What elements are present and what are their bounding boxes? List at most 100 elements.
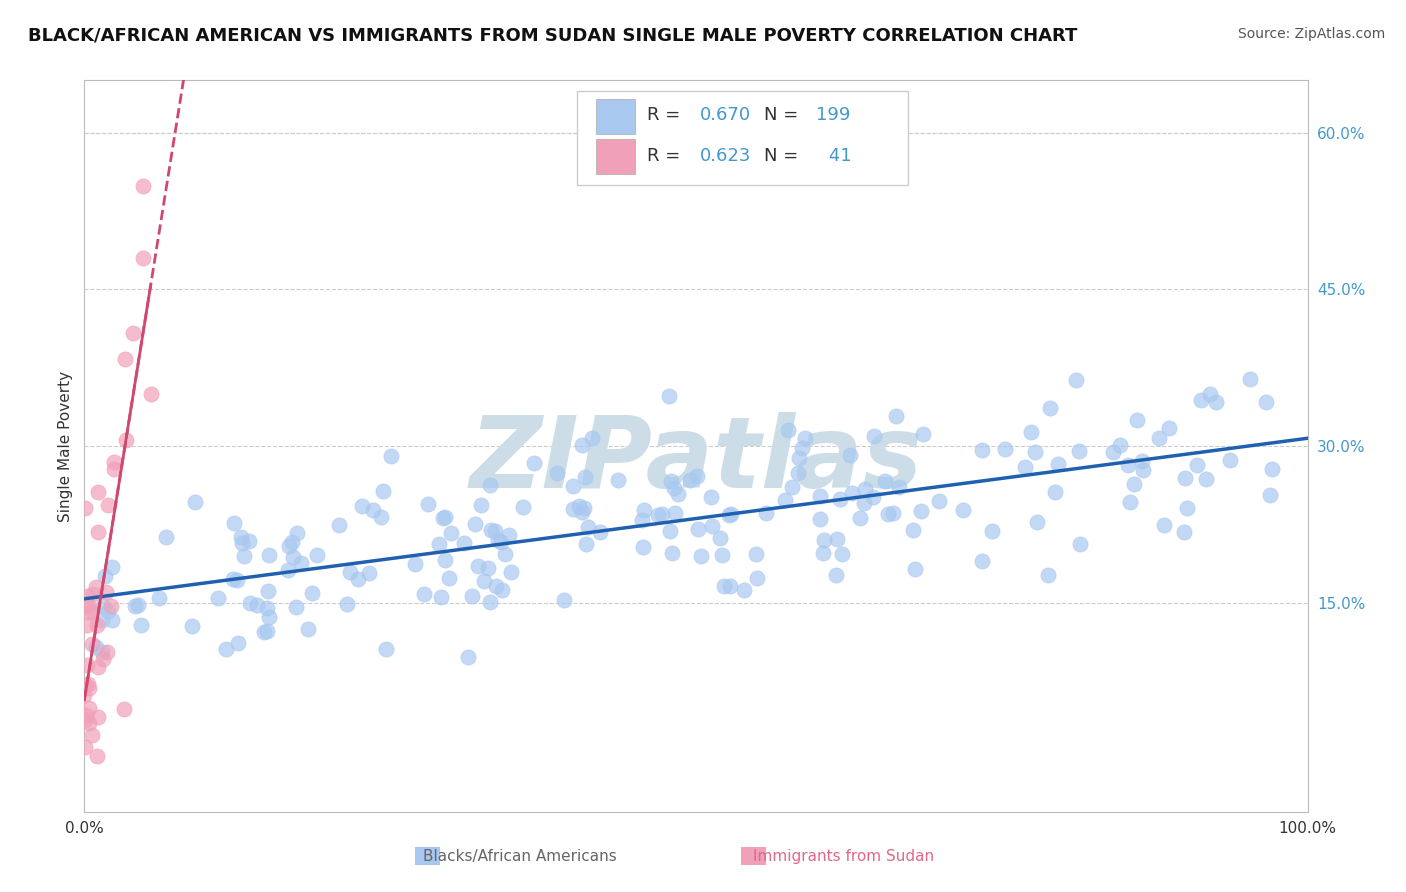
Point: [631, 513, 654, 527]
Point: [773, 493, 796, 508]
Text: BLACK/AFRICAN AMERICAN VS IMMIGRANTS FROM SUDAN SINGLE MALE POVERTY CORRELATION : BLACK/AFRICAN AMERICAN VS IMMIGRANTS FRO…: [28, 27, 1077, 45]
Point: [484, 579, 506, 593]
Point: [103, 455, 125, 469]
Point: [231, 536, 253, 550]
Point: [1173, 524, 1195, 539]
Point: [512, 500, 534, 514]
Point: [633, 503, 655, 517]
Point: [76, 618, 98, 632]
Point: [994, 442, 1017, 456]
Point: [91, 613, 114, 627]
Point: [901, 524, 924, 538]
Point: [96, 644, 118, 658]
Point: [494, 547, 516, 561]
Point: [1258, 488, 1281, 502]
Text: 0.670: 0.670: [700, 106, 751, 124]
Point: [479, 594, 502, 608]
Point: [1064, 373, 1087, 387]
Point: [1043, 485, 1066, 500]
Point: [658, 524, 681, 539]
Point: [659, 474, 682, 488]
Point: [568, 499, 591, 513]
Point: [280, 535, 302, 549]
Point: [830, 491, 852, 506]
Point: [101, 613, 124, 627]
Point: [710, 548, 733, 562]
Point: [437, 571, 460, 585]
Point: [281, 550, 304, 565]
Point: [1108, 438, 1130, 452]
Point: [84, 640, 107, 654]
Point: [82, 637, 104, 651]
Point: [114, 352, 136, 367]
Point: [77, 605, 100, 619]
Point: [148, 591, 170, 605]
Point: [371, 483, 394, 498]
Point: [661, 546, 683, 560]
Point: [1153, 517, 1175, 532]
Point: [453, 536, 475, 550]
Point: [776, 423, 799, 437]
Point: [347, 572, 370, 586]
Point: [434, 553, 457, 567]
Point: [1147, 431, 1170, 445]
Point: [305, 549, 328, 563]
FancyBboxPatch shape: [596, 99, 636, 134]
Point: [472, 574, 495, 589]
Point: [862, 491, 884, 505]
Point: [1039, 401, 1062, 415]
Point: [1014, 460, 1036, 475]
Point: [970, 554, 993, 568]
Point: [100, 599, 122, 613]
Point: [1205, 394, 1227, 409]
Point: [82, 586, 104, 600]
Text: Immigrants from Sudan: Immigrants from Sudan: [754, 849, 934, 863]
Point: [523, 456, 546, 470]
Point: [155, 530, 177, 544]
Point: [97, 604, 120, 618]
Text: ZIPatlas: ZIPatlas: [470, 412, 922, 509]
Point: [562, 479, 585, 493]
Point: [457, 649, 479, 664]
Point: [76, 822, 98, 837]
Point: [467, 558, 489, 573]
Text: Blacks/African Americans: Blacks/African Americans: [423, 849, 617, 863]
Point: [877, 507, 900, 521]
Point: [215, 642, 238, 657]
Point: [80, 604, 103, 618]
Point: [501, 565, 523, 579]
Point: [882, 507, 904, 521]
Point: [222, 516, 245, 530]
Point: [838, 448, 860, 462]
Point: [1132, 463, 1154, 477]
Text: R =: R =: [647, 106, 686, 124]
Point: [416, 497, 439, 511]
FancyBboxPatch shape: [578, 91, 908, 185]
Point: [76, 657, 98, 672]
Point: [184, 495, 207, 509]
Point: [824, 568, 846, 582]
Point: [849, 511, 872, 525]
Point: [666, 487, 689, 501]
Point: [733, 583, 755, 598]
Point: [253, 624, 276, 639]
Point: [101, 560, 124, 574]
Point: [1261, 462, 1284, 476]
Point: [928, 494, 950, 508]
Point: [911, 427, 934, 442]
Point: [97, 498, 120, 512]
Point: [464, 517, 486, 532]
Point: [553, 593, 575, 607]
Point: [122, 326, 145, 340]
Point: [479, 524, 502, 538]
Point: [831, 547, 853, 561]
Point: [787, 450, 810, 465]
Text: Source: ZipAtlas.com: Source: ZipAtlas.com: [1237, 27, 1385, 41]
Point: [129, 617, 152, 632]
Point: [87, 485, 110, 500]
Point: [336, 597, 359, 611]
Point: [256, 600, 278, 615]
Point: [1025, 516, 1047, 530]
Point: [226, 636, 249, 650]
Point: [1119, 495, 1142, 509]
